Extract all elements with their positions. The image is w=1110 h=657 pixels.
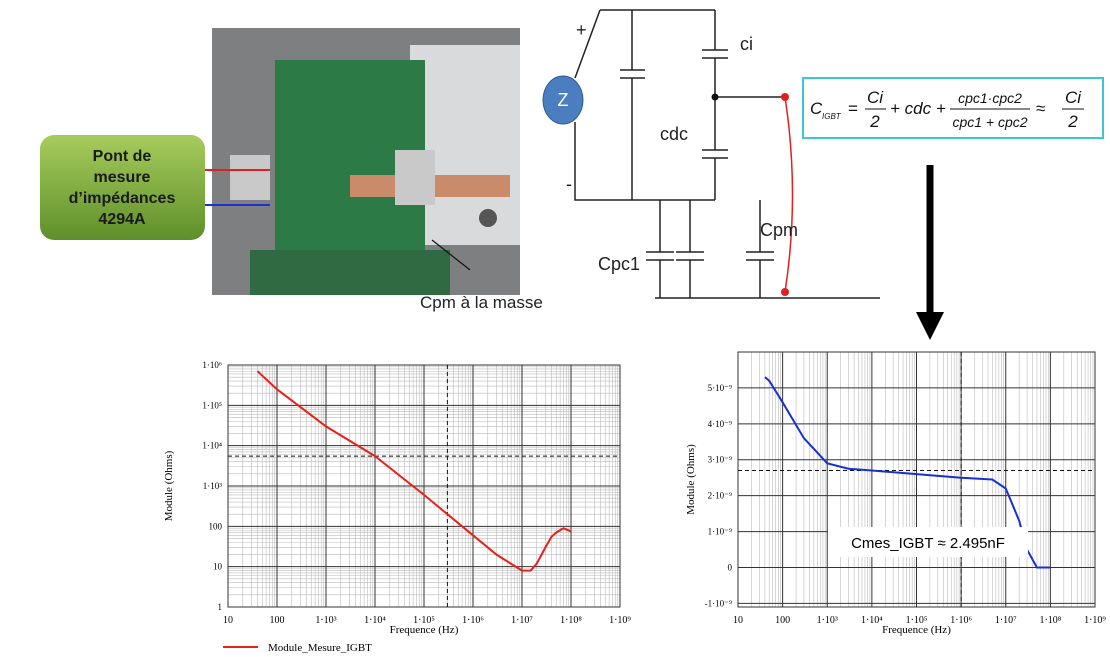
instrument-box — [40, 135, 205, 240]
formula-part: Ci — [1065, 88, 1082, 107]
y-axis-label: Module (Ohms) — [685, 444, 697, 515]
instrument-label: Pont de — [93, 148, 152, 165]
y-tick-label: 2·10⁻⁹ — [708, 491, 732, 501]
x-tick-label: 1·10⁴ — [364, 615, 386, 626]
x-tick-label: 1·10⁹ — [609, 615, 631, 626]
x-tick-label: 1·10⁹ — [1084, 615, 1106, 626]
formula-part: + cdc + — [890, 99, 946, 118]
cpc1-label: Cpc1 — [598, 254, 640, 274]
y-tick-label: 10 — [213, 562, 223, 572]
x-tick-label: 1·10⁸ — [560, 615, 582, 626]
plot-frame — [737, 351, 1096, 608]
y-tick-label: 0 — [728, 562, 733, 572]
y-tick-label: 3·10⁻⁹ — [708, 455, 732, 465]
arrow-head — [916, 312, 944, 340]
circuit — [542, 9, 880, 299]
y-tick-label: 1·10⁴ — [202, 441, 222, 451]
x-tick-label: 10 — [733, 615, 743, 626]
plus-label: + — [576, 20, 587, 40]
x-axis-label: Frequence (Hz) — [882, 624, 951, 636]
y-tick-label: -1·10⁻⁹ — [705, 598, 732, 608]
annotation: Cmes_IGBT ≈ 2.495nF — [851, 535, 1005, 552]
y-tick-label: 1·10⁻⁹ — [708, 527, 732, 537]
minus-label: - — [566, 174, 572, 194]
cdc-label: cdc — [660, 124, 688, 144]
y-tick-label: 1·10³ — [203, 481, 222, 491]
instrument-label: d’impédances — [69, 190, 176, 207]
formula-part: 2 — [1067, 112, 1078, 131]
x-tick-label: 1·10³ — [315, 615, 336, 626]
formula-box — [802, 77, 1104, 139]
plot-frame — [227, 364, 621, 608]
formula-part: cpc1 + cpc2 — [952, 114, 1027, 130]
y-tick-label: 1 — [218, 602, 223, 612]
pointer — [431, 239, 471, 271]
x-tick-label: 1·10⁵ — [906, 615, 928, 626]
formula-part: ≈ — [1036, 99, 1045, 118]
x-tick-label: 100 — [270, 615, 285, 626]
x-axis-label: Frequence (Hz) — [390, 624, 459, 636]
formula-part: IGBT — [822, 112, 842, 121]
annotation-box — [828, 527, 1028, 557]
instrument-label: mesure — [94, 169, 151, 186]
y-tick-label: 100 — [209, 521, 223, 531]
legend-label: Module_Mesure_IGBT — [268, 642, 372, 654]
y-tick-label: 1·10⁵ — [202, 400, 222, 410]
x-tick-label: 1·10⁶ — [950, 615, 972, 626]
x-tick-label: 10 — [223, 615, 233, 626]
x-tick-label: 1·10⁸ — [1039, 615, 1061, 626]
formula-part: cpc1·cpc2 — [958, 90, 1022, 106]
source-label: Z — [558, 90, 569, 110]
photo-caption: Cpm à la masse — [420, 293, 543, 312]
y-tick-label: 4·10⁻⁹ — [708, 419, 732, 429]
ci-label: ci — [740, 34, 753, 54]
x-tick-label: 1·10⁶ — [462, 615, 484, 626]
x-tick-label: 1·10⁷ — [995, 615, 1017, 626]
x-tick-label: 100 — [775, 615, 790, 626]
formula-part: 2 — [869, 112, 880, 131]
y-tick-label: 1·10⁶ — [202, 360, 222, 370]
y-tick-label: 5·10⁻⁹ — [708, 383, 732, 393]
photo — [212, 28, 520, 295]
formula-part: Ci — [867, 88, 884, 107]
x-tick-label: 1·10³ — [817, 615, 838, 626]
x-tick-label: 1·10⁵ — [413, 615, 435, 626]
x-tick-label: 1·10⁴ — [861, 615, 883, 626]
formula-part: C — [810, 99, 823, 118]
instrument-label: 4294A — [98, 211, 146, 228]
x-tick-label: 1·10⁷ — [511, 615, 533, 626]
cpm-label: Cpm — [760, 220, 798, 240]
y-axis-label: Module (Ohms) — [163, 450, 175, 521]
series-line — [256, 370, 572, 572]
formula-part: = — [848, 99, 858, 118]
